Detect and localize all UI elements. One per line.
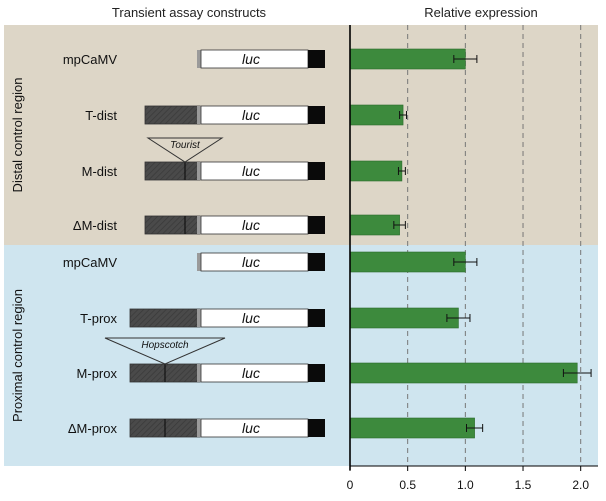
insertion-triangle — [104, 337, 226, 365]
terminator-block — [308, 106, 325, 124]
luc-label: luc — [242, 51, 260, 67]
bar — [349, 160, 403, 182]
insertion-label: Tourist — [170, 140, 201, 151]
insertion-label: Hopscotch — [141, 340, 189, 351]
construct-label: ΔM-dist — [73, 218, 117, 233]
luc-label: luc — [242, 217, 260, 233]
x-tick-label: 1.0 — [457, 478, 474, 492]
minimal-promoter — [197, 50, 201, 68]
minimal-promoter — [197, 309, 201, 327]
minimal-promoter — [197, 106, 201, 124]
minimal-promoter — [197, 419, 201, 437]
construct-label: mpCaMV — [63, 255, 118, 270]
chart-title: Relative expression — [424, 5, 537, 20]
promoter-block — [144, 161, 201, 181]
luc-label: luc — [242, 420, 260, 436]
x-axis: 0 0.5 1.0 1.5 2.0 — [347, 25, 598, 492]
x-tick-label: 1.5 — [515, 478, 532, 492]
luc-label: luc — [242, 365, 260, 381]
minimal-promoter — [197, 253, 201, 271]
promoter-block — [144, 105, 201, 125]
bar — [349, 362, 578, 384]
x-tick-label: 0.5 — [399, 478, 416, 492]
construct-label: T-prox — [80, 311, 117, 326]
terminator-block — [308, 253, 325, 271]
terminator-block — [308, 162, 325, 180]
construct-label: M-dist — [82, 164, 118, 179]
region-label: Proximal control region — [10, 289, 25, 422]
terminator-block — [308, 419, 325, 437]
bar — [349, 307, 459, 329]
terminator-block — [308, 216, 325, 234]
grid-lines — [407, 25, 582, 466]
luc-label: luc — [242, 310, 260, 326]
bar — [349, 251, 466, 273]
luc-label: luc — [242, 107, 260, 123]
x-tick-label: 2.0 — [572, 478, 589, 492]
construct-label: T-dist — [85, 108, 117, 123]
terminator-block — [308, 309, 325, 327]
x-tick-label: 0 — [347, 478, 354, 492]
bar — [349, 48, 466, 70]
construct-label: M-prox — [77, 366, 118, 381]
minimal-promoter — [197, 364, 201, 382]
minimal-promoter — [197, 216, 201, 234]
terminator-block — [308, 50, 325, 68]
construct-label: mpCaMV — [63, 52, 118, 67]
insertion-triangle — [146, 137, 224, 163]
promoter-block — [144, 215, 201, 235]
region-label: Distal control region — [10, 78, 25, 193]
construct-diagrams: mpCaMV luc T-dist luc M-dist luc ΔM-dist luc mpC… — [63, 49, 325, 438]
bar — [349, 104, 404, 126]
bar — [349, 214, 400, 236]
bar — [349, 417, 475, 439]
promoter-block — [129, 308, 201, 328]
construct-panel-title: Transient assay constructs — [112, 5, 267, 20]
region-backgrounds: Distal control region Proximal control re… — [4, 25, 598, 466]
minimal-promoter — [197, 162, 201, 180]
luc-label: luc — [242, 254, 260, 270]
construct-label: ΔM-prox — [68, 421, 118, 436]
terminator-block — [308, 364, 325, 382]
luc-label: luc — [242, 163, 260, 179]
